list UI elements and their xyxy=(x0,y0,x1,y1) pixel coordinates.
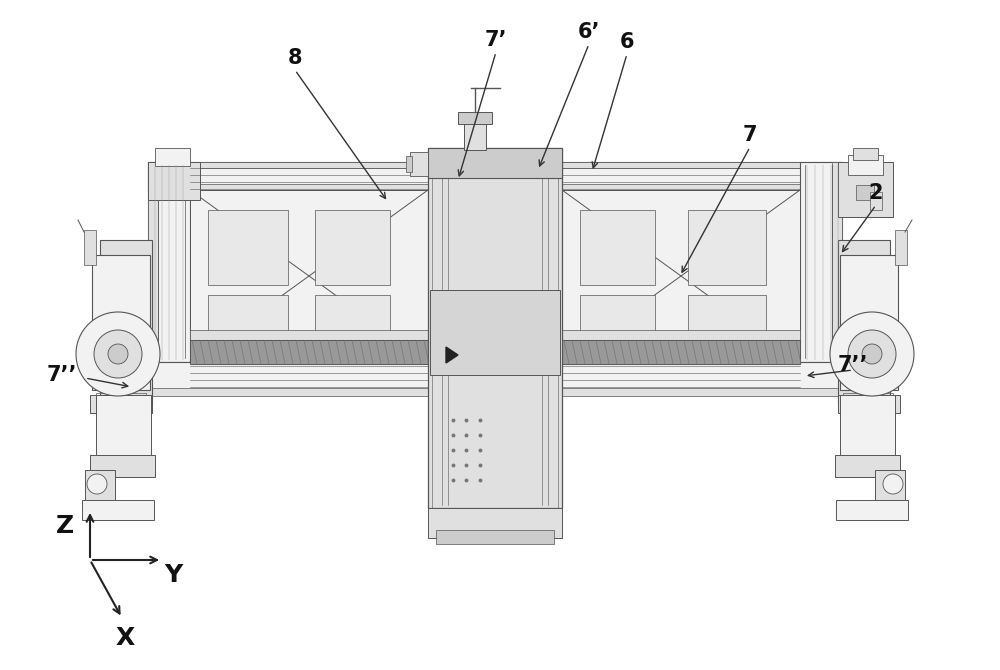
Bar xyxy=(562,190,800,362)
Polygon shape xyxy=(446,347,458,363)
Bar xyxy=(838,162,893,217)
Circle shape xyxy=(883,474,903,494)
Bar xyxy=(82,500,154,520)
Text: 8: 8 xyxy=(288,48,302,68)
Bar xyxy=(84,230,96,265)
Bar xyxy=(836,500,908,520)
Circle shape xyxy=(848,330,896,378)
Bar xyxy=(800,162,842,362)
Bar xyxy=(464,120,486,150)
Bar xyxy=(580,295,655,355)
Bar xyxy=(100,240,152,405)
Bar xyxy=(562,340,800,364)
Text: 6: 6 xyxy=(620,32,634,52)
Bar xyxy=(208,210,288,285)
Bar xyxy=(190,330,428,340)
Circle shape xyxy=(76,312,160,396)
Bar xyxy=(148,162,842,168)
Bar xyxy=(148,388,842,396)
Bar xyxy=(853,148,878,160)
Bar xyxy=(148,162,190,362)
Text: X: X xyxy=(115,626,135,650)
Bar xyxy=(148,184,842,190)
Bar xyxy=(432,152,558,508)
Bar xyxy=(870,192,882,210)
Bar xyxy=(895,230,907,265)
Bar xyxy=(90,395,152,413)
Bar xyxy=(190,190,428,362)
Bar xyxy=(96,393,146,415)
Bar xyxy=(90,455,155,477)
Bar xyxy=(430,290,560,375)
Bar xyxy=(688,210,766,285)
Bar xyxy=(428,148,562,178)
Circle shape xyxy=(87,474,107,494)
Bar xyxy=(428,508,562,538)
Text: 7’’: 7’’ xyxy=(47,365,77,385)
Bar xyxy=(208,295,288,355)
Circle shape xyxy=(94,330,142,378)
Bar xyxy=(688,295,766,355)
Text: Y: Y xyxy=(164,563,182,587)
Bar xyxy=(832,162,842,362)
Bar xyxy=(155,148,190,166)
Bar xyxy=(148,162,158,362)
Bar xyxy=(838,240,890,405)
Bar xyxy=(875,470,905,500)
Text: 7’: 7’ xyxy=(485,30,507,50)
Bar xyxy=(92,255,150,390)
Bar xyxy=(315,210,390,285)
Text: 6’: 6’ xyxy=(578,22,600,42)
Text: 7’’: 7’’ xyxy=(838,355,868,375)
Circle shape xyxy=(108,344,128,364)
Bar xyxy=(428,148,562,508)
Bar xyxy=(406,156,412,172)
Bar xyxy=(580,210,655,285)
Bar xyxy=(835,455,900,477)
Bar xyxy=(148,162,200,200)
Bar xyxy=(848,155,883,175)
Bar xyxy=(838,395,900,413)
Bar xyxy=(856,185,874,200)
Bar xyxy=(562,330,800,340)
Text: Z: Z xyxy=(56,514,74,538)
Bar xyxy=(85,470,115,500)
Bar xyxy=(840,395,895,465)
Bar xyxy=(458,112,492,124)
Bar xyxy=(148,362,842,392)
Text: 7: 7 xyxy=(743,125,757,145)
Bar xyxy=(436,530,554,544)
Circle shape xyxy=(830,312,914,396)
Circle shape xyxy=(862,344,882,364)
Bar xyxy=(843,393,893,415)
Bar xyxy=(148,162,842,190)
Text: 2: 2 xyxy=(869,183,883,203)
Bar xyxy=(315,295,390,355)
Bar xyxy=(96,395,151,465)
Bar xyxy=(840,255,898,390)
Bar xyxy=(410,152,428,176)
Bar xyxy=(190,340,428,364)
